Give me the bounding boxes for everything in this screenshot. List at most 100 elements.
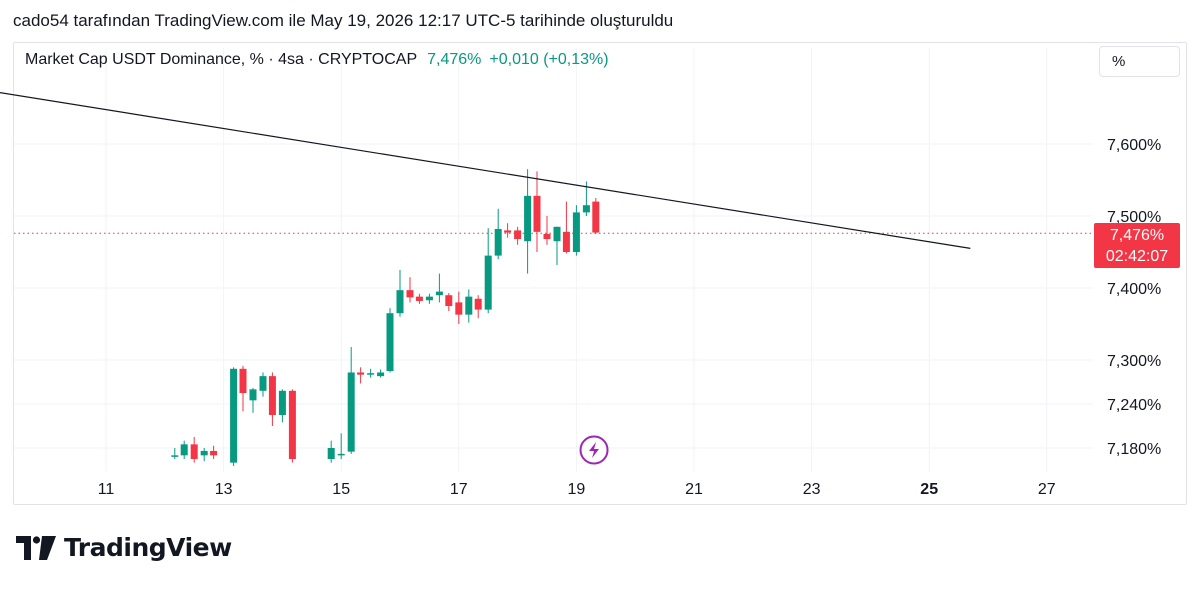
candle-body <box>484 255 492 310</box>
candle-body <box>377 372 385 377</box>
chart-frame <box>13 42 1187 505</box>
candle-down[interactable] <box>445 293 453 312</box>
candle-body <box>327 448 335 459</box>
tradingview-logo[interactable]: TradingView <box>16 533 232 562</box>
candle-up[interactable] <box>249 387 257 413</box>
candle-body <box>406 290 414 298</box>
candle-body <box>357 372 365 375</box>
percent-scale-button[interactable]: % <box>1099 46 1180 77</box>
candle-down[interactable] <box>357 367 365 384</box>
last-price-tag: 7,476% 02:42:07 <box>1094 223 1180 268</box>
candle-body <box>533 195 541 232</box>
candle-down[interactable] <box>543 216 551 245</box>
y-tick-label: 7,240% <box>1107 397 1161 414</box>
candle-down[interactable] <box>239 365 247 412</box>
candle-up[interactable] <box>367 368 375 378</box>
candle-up[interactable] <box>484 228 492 314</box>
candle-body <box>415 296 423 301</box>
grid-lines <box>14 48 1093 472</box>
x-tick-label: 19 <box>568 481 586 498</box>
candle-down[interactable] <box>288 389 296 463</box>
candle-up[interactable] <box>425 293 433 304</box>
candle-body <box>278 390 286 415</box>
candle-body <box>396 290 404 314</box>
candle-down[interactable] <box>474 295 482 319</box>
candle-up[interactable] <box>180 440 188 459</box>
candle-up[interactable] <box>465 289 473 323</box>
y-tick-label: 7,500% <box>1107 209 1161 226</box>
x-tick-label: 21 <box>685 481 703 498</box>
candle-down[interactable] <box>415 293 423 304</box>
candle-body <box>572 212 580 252</box>
candle-up[interactable] <box>327 440 335 463</box>
candle-body <box>543 234 551 240</box>
candle-down[interactable] <box>514 226 522 245</box>
candle-body <box>474 298 482 310</box>
candle-body <box>249 389 257 401</box>
x-tick-label: 13 <box>215 481 233 498</box>
y-tick-label: 7,400% <box>1107 281 1161 298</box>
chart-legend: Market Cap USDT Dominance, % · 4sa · CRY… <box>25 51 609 69</box>
candle-down[interactable] <box>562 201 570 254</box>
candle-down[interactable] <box>406 277 414 303</box>
candle-up[interactable] <box>377 369 385 378</box>
candle-up[interactable] <box>171 448 179 459</box>
candle-down[interactable] <box>592 198 600 234</box>
x-tick-label: 27 <box>1038 481 1056 498</box>
bar-countdown: 02:42:07 <box>1105 248 1169 265</box>
candle-down[interactable] <box>210 445 218 459</box>
candle-body <box>239 368 247 393</box>
candle-up[interactable] <box>572 205 580 256</box>
candle-up[interactable] <box>396 270 404 317</box>
candle-down[interactable] <box>268 372 276 426</box>
candle-body <box>367 373 375 375</box>
candle-body <box>494 228 502 256</box>
candle-up[interactable] <box>347 347 355 454</box>
x-tick-label: 11 <box>98 481 115 498</box>
event-marker-bolt <box>589 442 600 458</box>
y-tick-label: 7,300% <box>1107 353 1161 370</box>
tradingview-logo-icon <box>16 535 56 560</box>
candle-body <box>171 455 179 457</box>
candle-body <box>190 444 198 459</box>
candle-body <box>514 230 522 240</box>
candle-up[interactable] <box>386 308 394 373</box>
candle-body <box>230 368 238 463</box>
candle-up[interactable] <box>230 367 238 466</box>
candle-body <box>268 376 276 415</box>
candle-down[interactable] <box>455 291 463 324</box>
y-tick-label: 7,600% <box>1107 137 1161 154</box>
candles <box>171 169 600 466</box>
candle-up[interactable] <box>259 372 267 397</box>
last-price-value: 7,476% <box>1109 227 1165 244</box>
candle-up[interactable] <box>524 169 532 274</box>
candle-body <box>435 291 443 296</box>
candle-up[interactable] <box>435 273 443 303</box>
candle-body <box>288 390 296 459</box>
candle-body <box>180 444 188 456</box>
trendline[interactable] <box>0 91 971 249</box>
candle-body <box>337 453 345 456</box>
candle-body <box>504 230 512 233</box>
candle-up[interactable] <box>553 226 561 265</box>
legend-symbol[interactable]: Market Cap USDT Dominance, % · 4sa · CRY… <box>25 51 418 68</box>
candle-body <box>562 231 570 252</box>
candle-up[interactable] <box>494 208 502 260</box>
candle-body <box>465 296 473 315</box>
lightning-icon[interactable] <box>579 435 609 465</box>
legend-last-value: 7,476% <box>427 51 482 68</box>
candle-down[interactable] <box>533 171 541 252</box>
x-tick-label: 25 <box>920 481 938 498</box>
tradingview-wordmark: TradingView <box>64 533 232 562</box>
candle-up[interactable] <box>200 448 208 462</box>
candle-down[interactable] <box>504 223 512 238</box>
legend-change: +0,010 (+0,13%) <box>489 51 609 68</box>
candle-up[interactable] <box>337 433 345 459</box>
candle-body <box>386 313 394 371</box>
candle-down[interactable] <box>190 437 198 463</box>
candle-body <box>210 450 218 456</box>
candle-body <box>524 195 532 242</box>
candle-up[interactable] <box>278 389 286 423</box>
chart-caption: cado54 tarafından TradingView.com ile Ma… <box>13 11 674 30</box>
